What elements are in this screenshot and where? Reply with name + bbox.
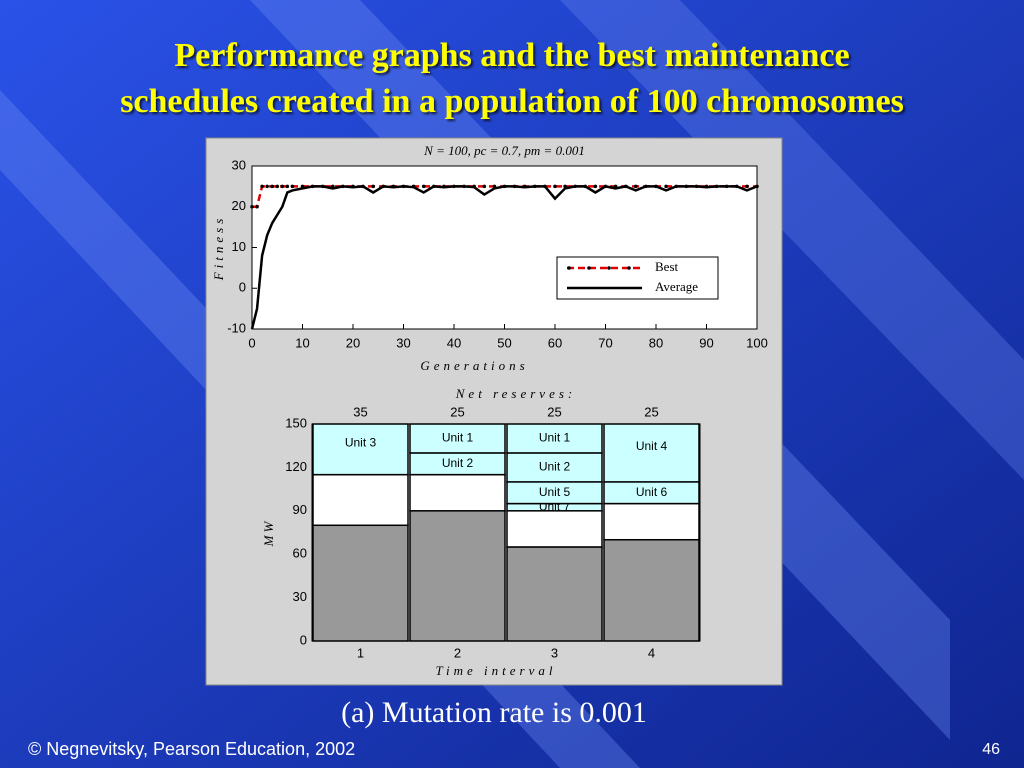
x-tick-label: 50 [497,335,511,350]
y-tick-label: 0 [239,280,246,295]
x-tick-label: 10 [295,335,309,350]
series-marker [270,184,275,189]
y-tick-label: 60 [293,546,307,561]
y-axis-label: Fitness [211,215,226,282]
segment-label: Unit 5 [539,485,571,499]
legend-marker [627,266,631,270]
x-tick-label: 30 [396,335,410,350]
y-tick-label: 0 [300,632,307,647]
bar-segment [312,473,409,527]
x-tick-label: 80 [649,335,663,350]
y-tick-label: -10 [227,320,246,335]
series-marker [250,204,254,209]
legend-marker [567,266,571,270]
series-line [250,185,758,330]
series-marker [255,204,259,209]
bar-segment [506,510,603,548]
bar-segment [409,473,506,512]
legend-label: Best [655,259,679,274]
bar-segment [506,452,603,483]
x-tick-label: 3 [551,645,558,660]
reserve-label: 25 [644,404,658,419]
series-marker [280,184,285,189]
footer: © Negnevitsky, Pearson Education, 2002 [28,739,355,759]
slide-title: schedules created in a population of 100… [120,83,904,120]
bar-segment [603,423,700,483]
bar-segment [506,423,603,454]
x-tick-label: 2 [454,645,461,660]
series-marker [265,184,269,189]
series-marker [285,184,290,189]
x-tick-label: 4 [648,645,655,660]
x-tick-label: 40 [447,335,461,350]
chart-subtitle: N = 100, pc = 0.7, pm = 0.001 [423,143,585,158]
y-tick-label: 90 [293,502,307,517]
series-marker [275,184,280,189]
x-tick-label: 100 [746,335,768,350]
segment-label: Unit 1 [539,431,571,445]
bar-segment [312,423,409,476]
series-marker [421,184,426,189]
y-tick-label: 30 [232,157,246,172]
series-marker [290,184,295,189]
x-axis-label: Time interval [436,663,557,678]
series-marker [371,184,376,189]
reserve-label: 35 [353,404,367,419]
slide-title: Performance graphs and the best maintena… [174,37,849,74]
x-tick-label: 0 [248,335,255,350]
x-tick-label: 90 [699,335,713,350]
series-marker [664,184,668,189]
x-tick-label: 20 [346,335,360,350]
legend-marker [587,266,591,270]
segment-label: Unit 2 [442,456,474,470]
bar-segment [312,524,409,642]
y-tick-label: 20 [232,198,246,213]
y-axis-label: MW [261,519,276,548]
page-number: 46 [982,741,1000,758]
x-tick-label: 70 [598,335,612,350]
series-marker [482,184,487,189]
x-tick-label: 60 [548,335,562,350]
y-tick-label: 30 [293,589,307,604]
y-tick-label: 120 [285,459,307,474]
series-marker [260,184,264,189]
bar-segment [603,502,700,541]
x-tick-label: 1 [357,645,364,660]
caption: (a) Mutation rate is 0.001 [341,696,647,729]
stripe [560,0,1024,480]
segment-label: Unit 4 [636,439,668,453]
legend-box [556,256,719,300]
reserve-label: 25 [547,404,561,419]
segment-label: Unit 6 [636,485,668,499]
top-title: Net reserves: [455,386,576,401]
segment-label: Unit 2 [539,460,571,474]
y-tick-label: 10 [232,239,246,254]
bar-segment [603,538,700,642]
segment-label: Unit 3 [345,435,377,449]
bar-segment [409,510,506,642]
series-marker [634,184,638,189]
legend-label: Average [655,279,698,294]
series-marker [593,184,598,189]
series-marker [745,184,749,189]
bar-segment [409,423,506,454]
x-axis-label: Generations [420,358,528,373]
segment-label: Unit 1 [442,431,474,445]
y-tick-label: 150 [285,415,307,430]
series-marker [553,184,557,189]
legend-marker [607,266,611,270]
plot-area [251,165,758,330]
bar-segment [506,546,603,642]
reserve-label: 25 [450,404,464,419]
